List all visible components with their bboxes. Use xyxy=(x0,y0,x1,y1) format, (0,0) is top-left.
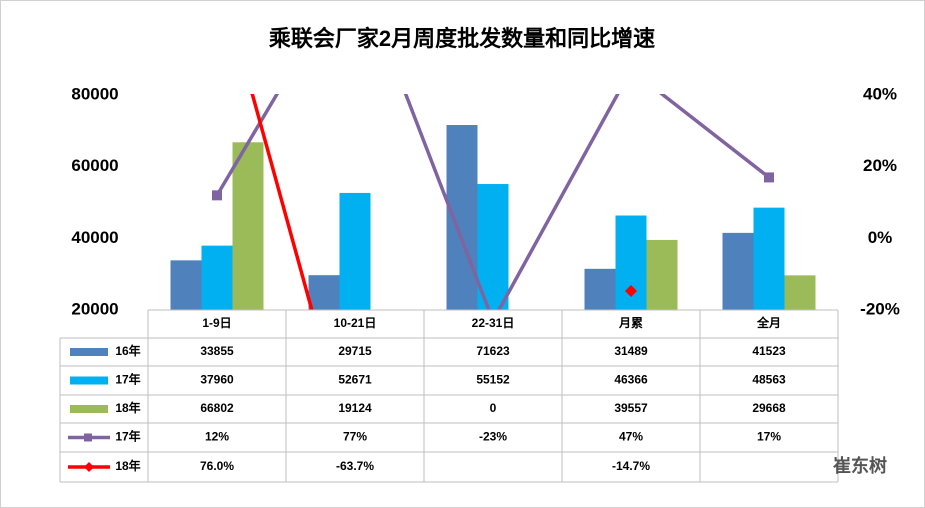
bar xyxy=(446,125,478,310)
table-value: 33855 xyxy=(200,344,234,358)
table-value: 29715 xyxy=(338,344,372,358)
bar xyxy=(201,245,233,310)
legend-label: 18年 xyxy=(115,400,140,415)
table-value: 66802 xyxy=(200,401,234,415)
bar xyxy=(722,232,754,310)
table-value: 77% xyxy=(343,430,367,444)
table-value: -23% xyxy=(479,430,507,444)
legend-label: 18年 xyxy=(115,458,140,473)
legend-label: 16年 xyxy=(115,343,140,358)
x-tick-label: 全月 xyxy=(756,315,781,330)
table-value: -14.7% xyxy=(612,459,650,473)
table-value: 17% xyxy=(757,430,781,444)
y2-tick-label: 20% xyxy=(863,156,897,175)
x-tick-label: 1-9日 xyxy=(202,316,231,330)
data-table: 1-9日 10-21日 22-31日 月累 全月 16年 33855 29715 71623 31… xyxy=(59,309,839,483)
legend-key xyxy=(70,348,108,356)
marker xyxy=(212,190,222,201)
bar xyxy=(646,239,678,310)
legend-key xyxy=(70,405,108,413)
chart-title: 乘联会厂家2月周度批发数量和同比增速 xyxy=(268,26,655,51)
legend-label: 17年 xyxy=(115,429,140,444)
table-value: 47% xyxy=(619,430,643,444)
table-value: 52671 xyxy=(338,373,372,387)
legend-key xyxy=(84,462,94,472)
bar xyxy=(339,192,371,310)
marker xyxy=(625,285,637,298)
legend-key xyxy=(84,433,92,442)
table-value: -63.7% xyxy=(336,459,374,473)
table-value: 76.0% xyxy=(200,459,234,473)
table-value: 31489 xyxy=(614,344,648,358)
watermark: 崔东树 xyxy=(833,455,887,476)
legend-label: 17年 xyxy=(115,372,140,387)
bar xyxy=(584,268,616,310)
plot-area xyxy=(170,94,816,310)
bar xyxy=(753,207,785,310)
table-value: 19124 xyxy=(338,401,372,415)
y-tick-label: 20000 xyxy=(71,299,118,318)
y-tick-label: 60000 xyxy=(71,156,118,175)
bar xyxy=(477,184,509,310)
y2-tick-label: 40% xyxy=(863,84,897,103)
line xyxy=(215,94,771,310)
table-value: 0 xyxy=(490,401,497,415)
x-tick-label: 22-31日 xyxy=(472,316,515,330)
bar xyxy=(170,260,202,310)
bar xyxy=(232,142,264,310)
table-value: 37960 xyxy=(200,373,234,387)
x-tick-label: 10-21日 xyxy=(334,316,377,330)
table-value: 55152 xyxy=(476,373,510,387)
bar xyxy=(784,275,816,310)
x-tick-label: 月累 xyxy=(618,316,643,330)
table-value: 71623 xyxy=(476,344,510,358)
y2-tick-label: -20% xyxy=(860,299,900,318)
marker xyxy=(764,172,774,183)
legend-key xyxy=(70,376,108,385)
table-value: 48563 xyxy=(752,373,786,387)
table-value: 46366 xyxy=(614,373,648,387)
table-value: 29668 xyxy=(752,401,786,415)
bar xyxy=(308,275,340,310)
table-value: 41523 xyxy=(752,344,786,358)
y-tick-label: 80000 xyxy=(71,84,118,103)
y2-tick-label: 0% xyxy=(868,228,893,247)
table-value: 12% xyxy=(205,430,229,444)
table-value: 39557 xyxy=(614,401,648,415)
y-tick-label: 40000 xyxy=(71,228,118,247)
